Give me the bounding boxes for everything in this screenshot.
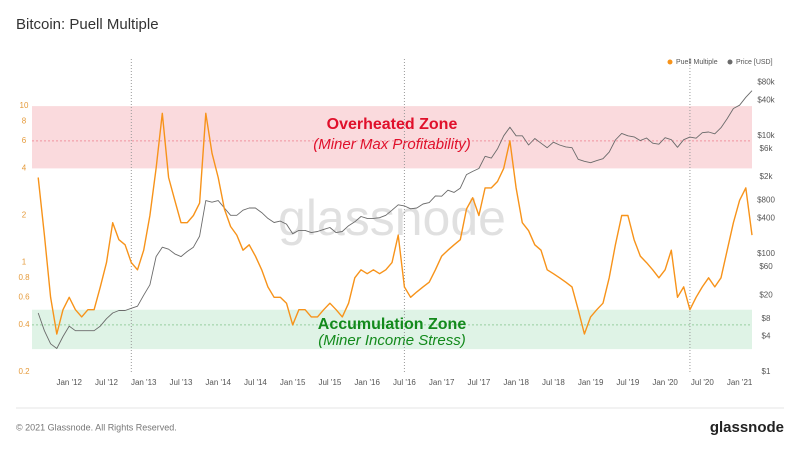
y2-tick-label: $400	[757, 213, 775, 222]
y2-tick-label: $800	[757, 196, 775, 205]
zone-band	[32, 309, 752, 350]
x-tick-label: Jan '21	[727, 378, 753, 387]
y2-tick-label: $2k	[760, 172, 774, 181]
x-tick-label: Jan '18	[503, 378, 529, 387]
legend-label: Price [USD]	[736, 59, 773, 66]
y2-tick-label: $10k	[757, 131, 775, 140]
x-tick-label: Jan '13	[131, 378, 157, 387]
x-tick-label: Jul '19	[616, 378, 639, 387]
x-tick-label: Jan '20	[652, 378, 678, 387]
zone-sublabel: (Miner Income Stress)	[318, 332, 466, 349]
y2-tick-label: $1	[762, 367, 771, 376]
y-tick-label: 0.8	[18, 273, 30, 282]
x-tick-label: Jul '12	[95, 378, 118, 387]
y2-tick-label: $80k	[757, 78, 775, 87]
y2-tick-label: $8	[762, 314, 771, 323]
watermark: glassnode	[278, 190, 506, 246]
y-tick-label: 2	[22, 211, 27, 220]
logo: glassnode	[710, 419, 784, 436]
y-tick-label: 1	[22, 258, 27, 267]
y-tick-label: 0.2	[18, 367, 30, 376]
x-tick-label: Jul '17	[467, 378, 490, 387]
x-tick-label: Jul '15	[318, 378, 341, 387]
y-tick-label: 10	[20, 101, 29, 110]
y2-tick-label: $100	[757, 249, 775, 258]
x-tick-label: Jul '16	[393, 378, 416, 387]
x-tick-label: Jul '20	[691, 378, 714, 387]
zone-label: Overheated Zone	[327, 116, 458, 133]
y-tick-label: 0.6	[18, 292, 30, 301]
y2-tick-label: $60	[759, 262, 773, 271]
y-tick-label: 6	[22, 136, 27, 145]
y-tick-label: 8	[22, 116, 27, 125]
y2-tick-label: $20	[759, 290, 773, 299]
y-tick-label: 4	[22, 163, 27, 172]
y2-tick-label: $4	[762, 332, 771, 341]
legend-label: Puell Multiple	[676, 59, 718, 66]
x-tick-label: Jan '17	[429, 378, 455, 387]
x-tick-label: Jan '19	[578, 378, 604, 387]
copyright: © 2021 Glassnode. All Rights Reserved.	[16, 422, 177, 432]
x-tick-label: Jan '14	[205, 378, 231, 387]
zone-sublabel: (Miner Max Profitability)	[313, 136, 471, 153]
series-line	[37, 112, 753, 335]
x-tick-label: Jul '18	[542, 378, 565, 387]
legend-marker	[727, 59, 733, 65]
series-line	[37, 90, 753, 349]
y2-tick-label: $6k	[760, 144, 774, 153]
y-tick-label: 0.4	[18, 320, 30, 329]
zone-label: Accumulation Zone	[318, 316, 467, 333]
chart-title: Bitcoin: Puell Multiple	[16, 16, 159, 33]
x-tick-label: Jul '13	[170, 378, 193, 387]
x-tick-label: Jan '16	[354, 378, 380, 387]
x-tick-label: Jul '14	[244, 378, 267, 387]
x-tick-label: Jan '15	[280, 378, 306, 387]
legend-marker	[667, 59, 673, 65]
zone-band	[32, 106, 752, 169]
y2-tick-label: $40k	[757, 95, 775, 104]
x-tick-label: Jan '12	[56, 378, 82, 387]
